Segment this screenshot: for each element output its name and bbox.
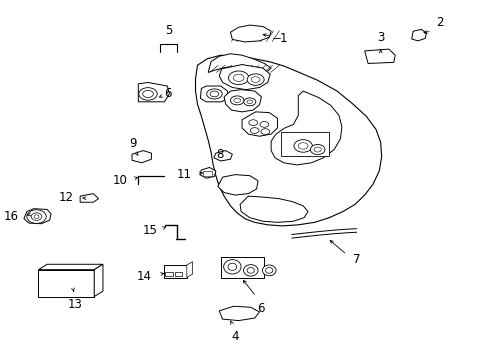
Ellipse shape: [233, 74, 244, 81]
Ellipse shape: [265, 267, 272, 273]
Ellipse shape: [243, 265, 258, 276]
Polygon shape: [214, 150, 232, 161]
Polygon shape: [24, 209, 51, 224]
Ellipse shape: [293, 140, 312, 152]
Polygon shape: [224, 90, 261, 112]
Text: 2: 2: [435, 16, 443, 29]
Polygon shape: [200, 86, 227, 102]
Polygon shape: [219, 64, 270, 90]
Polygon shape: [208, 54, 270, 72]
Bar: [174, 272, 182, 276]
Text: 12: 12: [59, 191, 74, 204]
Ellipse shape: [248, 120, 257, 126]
Ellipse shape: [243, 98, 255, 106]
Ellipse shape: [246, 100, 252, 104]
Polygon shape: [411, 30, 426, 41]
Text: 15: 15: [142, 224, 158, 237]
Text: 11: 11: [176, 168, 191, 181]
Bar: [165, 272, 173, 276]
Ellipse shape: [262, 265, 275, 276]
Text: 6: 6: [256, 302, 264, 315]
Polygon shape: [80, 194, 99, 202]
Polygon shape: [94, 264, 103, 297]
Ellipse shape: [251, 77, 260, 82]
Polygon shape: [39, 264, 103, 270]
Bar: [280, 132, 328, 156]
Text: 1: 1: [279, 32, 287, 45]
Polygon shape: [270, 91, 341, 165]
Polygon shape: [132, 150, 151, 163]
Text: 5: 5: [164, 24, 172, 37]
Polygon shape: [195, 55, 381, 226]
Ellipse shape: [230, 96, 244, 105]
Bar: [203, 171, 212, 176]
Ellipse shape: [250, 128, 259, 134]
Ellipse shape: [246, 267, 254, 273]
Text: 4: 4: [230, 330, 238, 343]
Ellipse shape: [260, 122, 268, 127]
Text: 13: 13: [68, 298, 82, 311]
Polygon shape: [217, 175, 258, 195]
Polygon shape: [230, 25, 270, 42]
Text: 3: 3: [376, 31, 384, 44]
Text: 7: 7: [352, 253, 359, 266]
Text: 14: 14: [136, 270, 151, 283]
Ellipse shape: [223, 260, 241, 274]
Polygon shape: [138, 82, 169, 102]
Ellipse shape: [31, 213, 42, 220]
Ellipse shape: [228, 71, 248, 85]
Polygon shape: [219, 306, 259, 320]
Ellipse shape: [313, 147, 321, 152]
Text: 6: 6: [163, 87, 171, 100]
Ellipse shape: [34, 215, 39, 219]
Ellipse shape: [233, 98, 240, 103]
Ellipse shape: [27, 210, 46, 224]
Ellipse shape: [246, 74, 264, 85]
Polygon shape: [200, 167, 215, 178]
Ellipse shape: [142, 90, 153, 98]
Polygon shape: [364, 49, 394, 63]
Text: 9: 9: [129, 136, 137, 149]
Text: 16: 16: [4, 210, 19, 223]
Ellipse shape: [210, 91, 218, 97]
Ellipse shape: [261, 129, 269, 134]
Ellipse shape: [139, 87, 157, 100]
Ellipse shape: [310, 144, 325, 154]
Bar: [163, 265, 186, 278]
Bar: [39, 270, 94, 297]
Polygon shape: [240, 196, 307, 222]
Ellipse shape: [227, 263, 236, 270]
Polygon shape: [186, 262, 192, 278]
Polygon shape: [242, 112, 277, 136]
Polygon shape: [220, 257, 264, 278]
Text: 8: 8: [216, 148, 224, 161]
Ellipse shape: [206, 89, 222, 99]
Text: 10: 10: [112, 174, 127, 187]
Ellipse shape: [298, 143, 307, 149]
